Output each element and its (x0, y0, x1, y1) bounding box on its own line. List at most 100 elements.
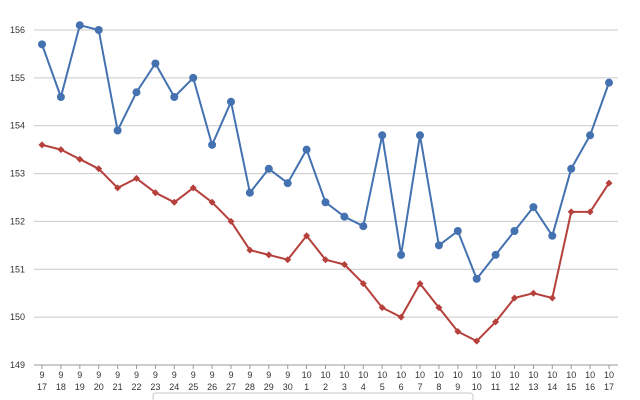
x-tick-month: 9 (39, 370, 44, 380)
y-tick-label: 155 (10, 73, 25, 83)
data-point (208, 198, 216, 206)
data-point (284, 256, 292, 264)
data-point (151, 189, 159, 197)
x-tick-month: 10 (302, 370, 312, 380)
x-tick-month: 9 (58, 370, 63, 380)
x-tick-day: 1 (304, 382, 309, 392)
data-point (586, 131, 595, 140)
data-point (359, 280, 367, 288)
data-point (38, 141, 46, 149)
x-tick-month: 10 (358, 370, 368, 380)
x-tick-month: 9 (115, 370, 120, 380)
x-tick-month: 9 (172, 370, 177, 380)
x-tick-day: 13 (528, 382, 538, 392)
x-tick-month: 9 (210, 370, 215, 380)
x-tick-month: 9 (266, 370, 271, 380)
x-tick-day: 7 (417, 382, 422, 392)
data-point (511, 294, 518, 302)
x-tick-month: 10 (604, 370, 614, 380)
x-tick-month: 10 (472, 370, 482, 380)
data-point (114, 184, 122, 192)
data-point (246, 246, 254, 254)
data-point (322, 256, 329, 264)
x-tick-month: 9 (96, 370, 101, 380)
x-tick-day: 16 (585, 382, 595, 392)
x-tick-day: 25 (188, 382, 198, 392)
x-tick-day: 12 (509, 382, 519, 392)
y-tick-label: 154 (10, 121, 25, 131)
x-tick-day: 17 (37, 382, 47, 392)
data-point (472, 274, 481, 283)
x-tick-day: 21 (113, 382, 123, 392)
data-point (208, 140, 217, 149)
x-tick-day: 11 (491, 382, 500, 392)
x-tick-day: 28 (245, 382, 255, 392)
y-tick-label: 151 (10, 264, 25, 274)
x-tick-day: 4 (361, 382, 366, 392)
data-point (397, 250, 406, 259)
x-tick-day: 2 (323, 382, 328, 392)
data-point (605, 78, 613, 87)
data-point (95, 165, 103, 173)
x-tick-month: 9 (134, 370, 139, 380)
data-point (76, 155, 84, 163)
data-point (303, 232, 311, 240)
data-point (453, 227, 462, 235)
x-tick-day: 15 (566, 382, 576, 392)
data-point (378, 131, 387, 140)
x-tick-day: 22 (131, 382, 141, 392)
data-point (492, 318, 500, 326)
data-point (567, 164, 576, 173)
x-tick-day: 26 (207, 382, 217, 392)
x-tick-month: 10 (528, 370, 538, 380)
x-tick-month: 10 (396, 370, 406, 380)
series-line (41, 143, 610, 343)
series-0 (38, 21, 613, 283)
data-point (132, 88, 141, 97)
data-point (605, 179, 613, 187)
data-point (283, 179, 292, 188)
data-point (473, 337, 481, 345)
data-point (321, 198, 330, 207)
x-tick-month: 9 (153, 370, 158, 380)
data-point (529, 203, 538, 212)
x-tick-day: 5 (380, 382, 385, 392)
x-tick-month: 10 (415, 370, 425, 380)
x-tick-month: 9 (247, 370, 252, 380)
x-tick-day: 19 (75, 382, 85, 392)
data-point (529, 289, 537, 297)
data-point (567, 208, 575, 216)
data-point (434, 241, 443, 250)
x-tick-month: 9 (191, 370, 196, 380)
data-point (548, 294, 556, 302)
series-lines (38, 21, 613, 345)
data-point (454, 328, 462, 335)
series-1 (38, 141, 613, 345)
data-point (397, 313, 405, 321)
data-point (340, 261, 348, 268)
x-tick-day: 18 (56, 382, 66, 392)
x-tick-day: 17 (604, 382, 614, 392)
y-tick-label: 153 (10, 169, 25, 179)
data-point (189, 73, 198, 82)
x-tick-month: 9 (285, 370, 290, 380)
x-tick-day: 20 (94, 382, 104, 392)
x-tick-day: 29 (264, 382, 274, 392)
x-tick-month: 10 (434, 370, 444, 380)
data-point (378, 304, 386, 312)
data-point (56, 93, 65, 101)
x-tick-month: 10 (491, 370, 501, 380)
data-point (416, 280, 424, 288)
y-axis-ticks: 156 155 154 153 152 151 150 149 (10, 25, 25, 370)
data-point (340, 212, 349, 221)
x-tick-month: 10 (547, 370, 557, 380)
data-point (491, 250, 500, 259)
x-tick-day: 14 (547, 382, 557, 392)
data-point (170, 198, 178, 206)
x-tick-day: 3 (342, 382, 347, 392)
data-point (133, 174, 140, 182)
x-tick-month: 10 (453, 370, 463, 380)
series-line (41, 24, 610, 280)
x-tick-month: 10 (509, 370, 519, 380)
